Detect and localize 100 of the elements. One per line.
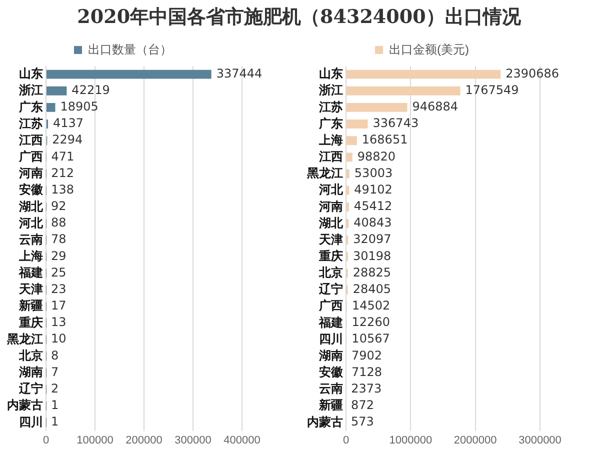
data-label: 336743: [372, 116, 419, 130]
data-label: 28405: [352, 282, 392, 296]
y-tick-label: 河北: [318, 182, 344, 197]
data-label: 92: [51, 199, 66, 214]
data-label: 1: [51, 414, 59, 429]
data-label: 7128: [351, 364, 382, 379]
x-tick-label: 0: [42, 434, 50, 446]
data-label: 10567: [352, 332, 390, 346]
data-label: 49102: [354, 182, 392, 196]
y-tick-label: 广东: [318, 116, 343, 130]
data-label: 2373: [351, 381, 382, 396]
data-label: 7902: [352, 348, 382, 362]
y-tick-label: 浙江: [18, 83, 43, 98]
y-tick-label: 新疆: [318, 398, 343, 412]
bar: [346, 186, 350, 195]
data-label: 18905: [60, 100, 98, 114]
y-tick-label: 山东: [319, 66, 343, 81]
bar: [346, 102, 408, 112]
y-tick-label: 北京: [18, 348, 43, 362]
data-label: 40843: [354, 216, 392, 230]
data-label: 29: [51, 248, 66, 263]
y-tick-label: 重庆: [18, 315, 43, 330]
data-label: 872: [351, 398, 374, 412]
data-label: 12260: [352, 315, 390, 330]
x-tick-label: 300000: [174, 434, 212, 446]
data-label: 45412: [354, 199, 392, 214]
y-tick-label: 河北: [18, 216, 44, 230]
y-tick-label: 江苏: [318, 100, 343, 114]
y-tick-label: 四川: [319, 332, 343, 346]
data-label: 168651: [362, 132, 408, 147]
x-tick-label: 2000000: [454, 434, 497, 446]
x-tick-label: 1000000: [389, 434, 432, 446]
y-tick-label: 四川: [19, 414, 43, 429]
data-label: 471: [51, 149, 74, 164]
y-tick-label: 江苏: [18, 116, 43, 130]
bar: [46, 70, 212, 79]
data-label: 2: [51, 381, 59, 396]
data-label: 337444: [216, 66, 262, 80]
data-label: 23: [51, 282, 66, 296]
data-label: 138: [51, 182, 74, 196]
y-tick-label: 湖北: [318, 216, 344, 230]
y-tick-label: 上海: [318, 132, 343, 147]
y-tick-label: 广东: [18, 100, 43, 114]
data-label: 17: [51, 298, 66, 313]
y-tick-label: 新疆: [18, 298, 43, 313]
data-label: 4137: [53, 116, 84, 130]
x-tick-label: 100000: [76, 434, 114, 446]
data-label: 53003: [354, 166, 393, 180]
y-tick-label: 天津: [18, 282, 43, 296]
y-tick-label: 河南: [318, 199, 343, 214]
y-tick-label: 安徽: [319, 365, 344, 380]
data-label: 25: [51, 265, 66, 280]
y-tick-label: 湖南: [318, 348, 343, 362]
data-label: 42219: [72, 83, 110, 97]
data-label: 88: [51, 216, 66, 230]
y-tick-label: 内蒙古: [7, 398, 43, 412]
y-tick-label: 内蒙古: [307, 414, 343, 429]
bar: [346, 120, 368, 129]
data-label: 13: [51, 315, 66, 330]
data-label: 7: [51, 364, 59, 379]
x-tick-label: 0: [342, 434, 350, 446]
y-tick-label: 辽宁: [318, 282, 343, 296]
x-tick-label: 200000: [126, 434, 162, 446]
y-tick-label: 天津: [318, 232, 343, 246]
legend-label: 出口金额(美元): [389, 42, 470, 56]
x-tick-label: 400000: [224, 434, 260, 446]
text: 2020年中国各省市施肥机（84324000）出口情况: [76, 5, 522, 30]
y-tick-label: 浙江: [318, 83, 343, 98]
data-label: 2294: [52, 132, 83, 147]
y-tick-label: 上海: [18, 249, 43, 264]
y-tick-label: 广西: [318, 298, 343, 313]
y-tick-label: 江西: [318, 150, 343, 164]
data-label: 212: [51, 166, 74, 180]
data-label: 1: [51, 398, 59, 412]
data-label: 78: [51, 232, 66, 246]
data-label: 573: [351, 414, 374, 429]
data-label: 28825: [352, 265, 392, 280]
y-tick-label: 北京: [318, 266, 343, 280]
data-label: 30198: [352, 248, 392, 263]
data-label: 946884: [412, 100, 458, 114]
data-label: 10: [51, 332, 66, 346]
legend-label: 出口数量（台）: [88, 42, 172, 56]
data-label: 8: [51, 348, 59, 362]
y-tick-label: 湖南: [18, 365, 43, 380]
data-label: 98820: [357, 149, 396, 164]
bar: [346, 152, 352, 162]
data-label: 2390686: [506, 66, 560, 80]
y-tick-label: 安徽: [19, 182, 44, 197]
bar: [346, 169, 350, 178]
bar: [346, 136, 357, 146]
y-tick-label: 云南: [19, 232, 43, 246]
data-label: 14502: [352, 298, 390, 313]
bar: [46, 86, 67, 96]
y-tick-label: 江西: [18, 132, 43, 147]
x-tick-label: 3000000: [518, 434, 562, 446]
y-tick-label: 黑龙江: [6, 332, 43, 346]
y-tick-label: 黑龙江: [306, 166, 343, 180]
y-tick-label: 广西: [18, 150, 43, 164]
y-tick-label: 河南: [18, 166, 43, 180]
y-tick-label: 辽宁: [18, 382, 43, 396]
